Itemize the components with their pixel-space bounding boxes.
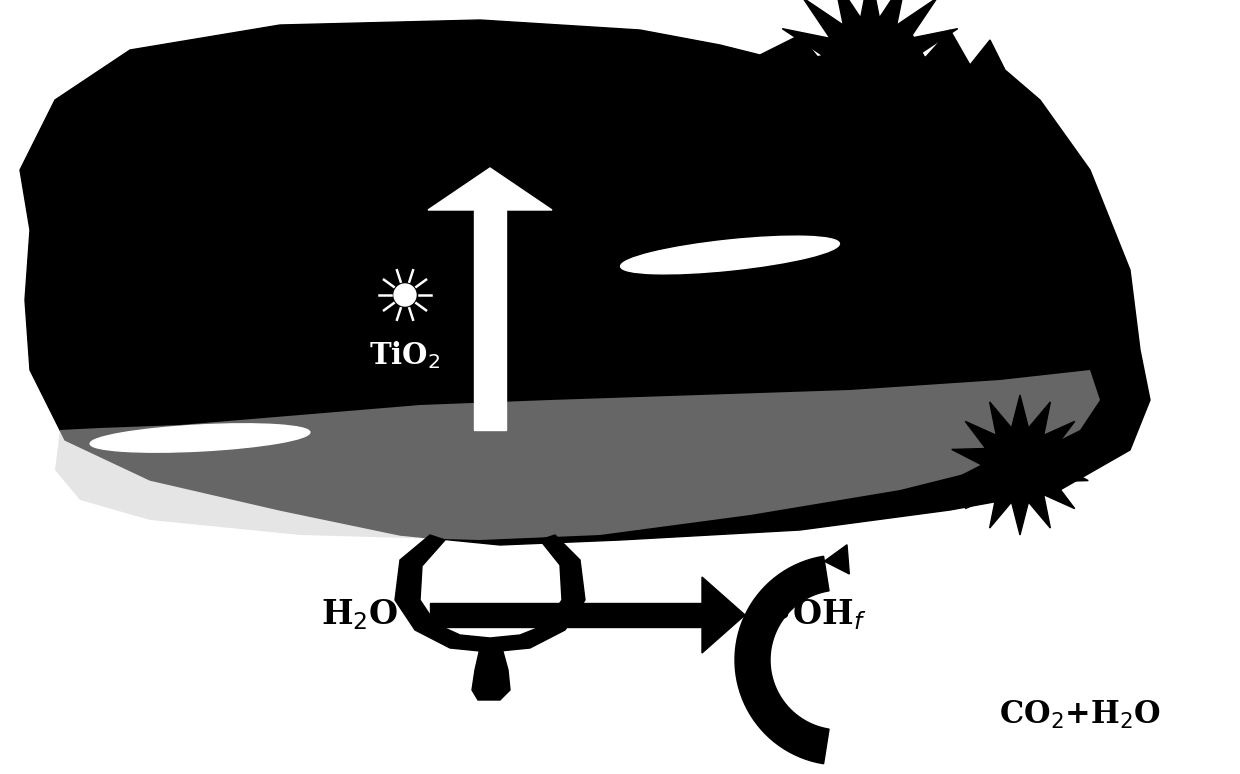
Ellipse shape: [620, 236, 839, 274]
Text: H$_2$O: H$_2$O: [321, 598, 398, 632]
Ellipse shape: [91, 424, 310, 452]
Ellipse shape: [394, 284, 415, 306]
Polygon shape: [55, 370, 1100, 540]
Polygon shape: [20, 20, 1149, 545]
Polygon shape: [775, 0, 965, 160]
Polygon shape: [735, 557, 830, 764]
Text: $\bullet$OH$_f$: $\bullet$OH$_f$: [773, 598, 868, 632]
Polygon shape: [428, 168, 552, 210]
Bar: [474, 210, 506, 430]
Polygon shape: [952, 395, 1089, 535]
Polygon shape: [396, 535, 585, 652]
Text: CO$_2$+H$_2$O: CO$_2$+H$_2$O: [999, 699, 1161, 731]
Polygon shape: [825, 545, 849, 574]
Text: TiO$_2$: TiO$_2$: [370, 339, 440, 371]
Polygon shape: [472, 648, 510, 700]
Bar: [430, 603, 706, 627]
Polygon shape: [702, 577, 745, 653]
